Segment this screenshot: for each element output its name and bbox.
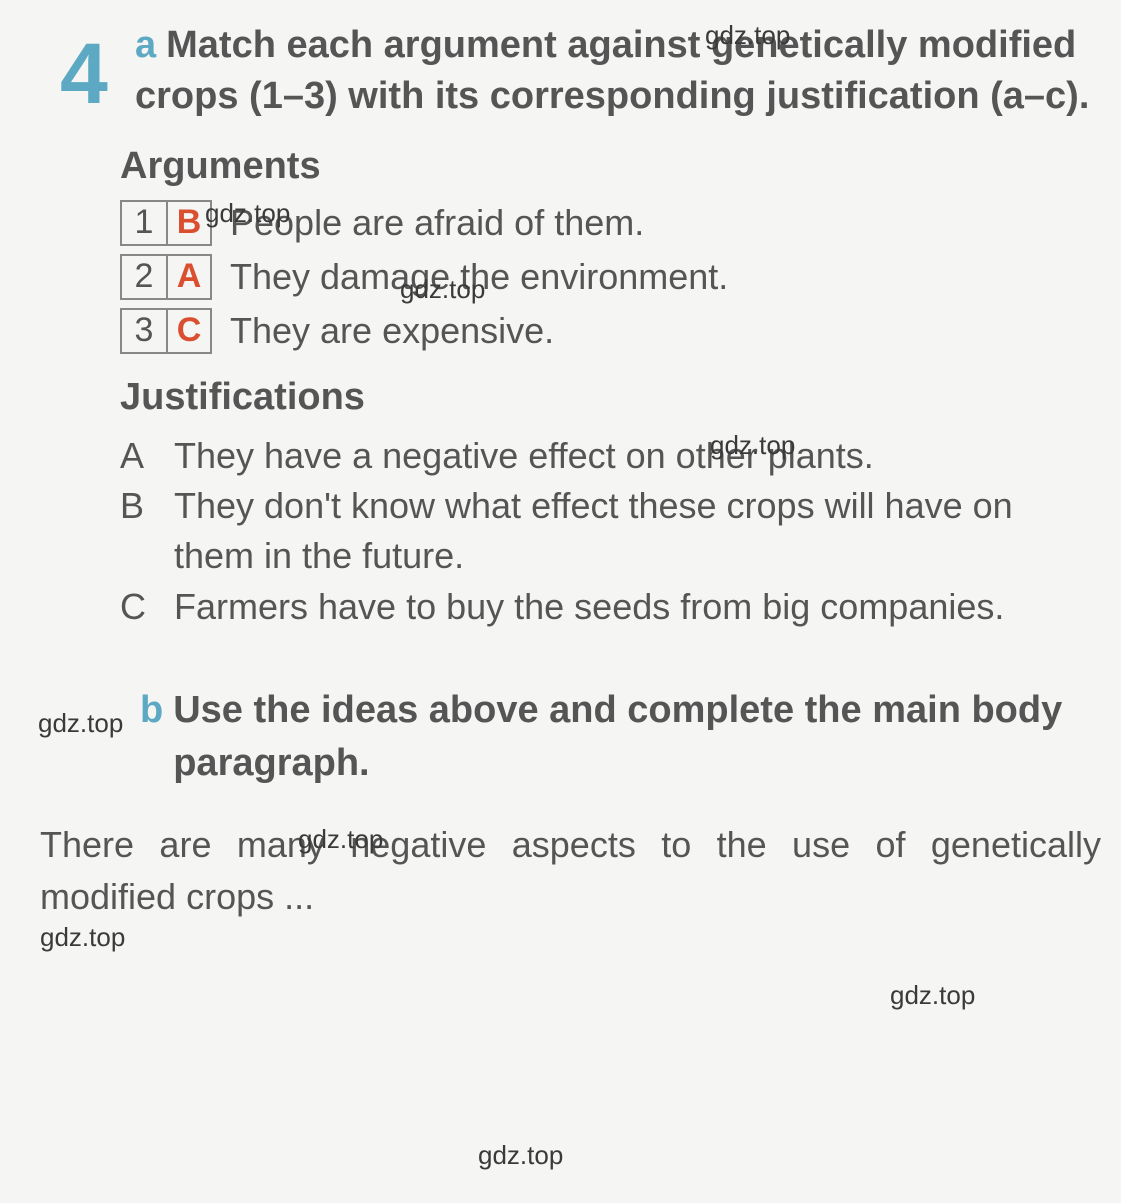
watermark: gdz.top — [400, 274, 485, 305]
argument-answer-box: C — [166, 308, 212, 354]
body-paragraph: There are many negative aspects to the u… — [40, 819, 1101, 923]
justification-text: They don't know what effect these crops … — [174, 481, 1101, 582]
watermark: gdz.top — [705, 20, 790, 51]
part-b-instruction: b Use the ideas above and complete the m… — [140, 684, 1101, 790]
part-a-instruction: aMatch each argument against genetically… — [135, 20, 1101, 123]
part-b-instruction-text: Use the ideas above and complete the mai… — [173, 684, 1101, 790]
page-container: 4 aMatch each argument against genetical… — [20, 20, 1101, 923]
watermark: gdz.top — [890, 980, 975, 1011]
argument-text: They are expensive. — [230, 310, 554, 352]
argument-row: 3 C They are expensive. — [120, 308, 1101, 354]
argument-answer-box: A — [166, 254, 212, 300]
argument-number-box: 3 — [120, 308, 166, 354]
argument-row: 2 A They damage the environment. — [120, 254, 1101, 300]
justification-row: B They don't know what effect these crop… — [120, 481, 1101, 582]
exercise-number: 4 — [60, 25, 108, 124]
justification-row: A They have a negative effect on other p… — [120, 431, 1101, 481]
part-a-instruction-text: Match each argument against genetically … — [135, 24, 1089, 117]
watermark: gdz.top — [298, 824, 383, 855]
justification-letter: B — [120, 481, 174, 582]
justification-row: C Farmers have to buy the seeds from big… — [120, 582, 1101, 632]
justification-letter: A — [120, 431, 174, 481]
watermark: gdz.top — [205, 198, 290, 229]
watermark: gdz.top — [38, 708, 123, 739]
justification-text: They have a negative effect on other pla… — [174, 431, 1101, 481]
justification-text: Farmers have to buy the seeds from big c… — [174, 582, 1101, 632]
watermark: gdz.top — [710, 430, 795, 461]
part-b-label: b — [140, 684, 163, 790]
argument-number-box: 2 — [120, 254, 166, 300]
arguments-header: Arguments — [120, 145, 1101, 188]
justification-letter: C — [120, 582, 174, 632]
justifications-header: Justifications — [120, 376, 1101, 419]
watermark: gdz.top — [40, 922, 125, 953]
part-a-label: a — [135, 24, 156, 66]
watermark: gdz.top — [478, 1140, 563, 1171]
argument-number-box: 1 — [120, 200, 166, 246]
argument-text: People are afraid of them. — [230, 202, 644, 244]
